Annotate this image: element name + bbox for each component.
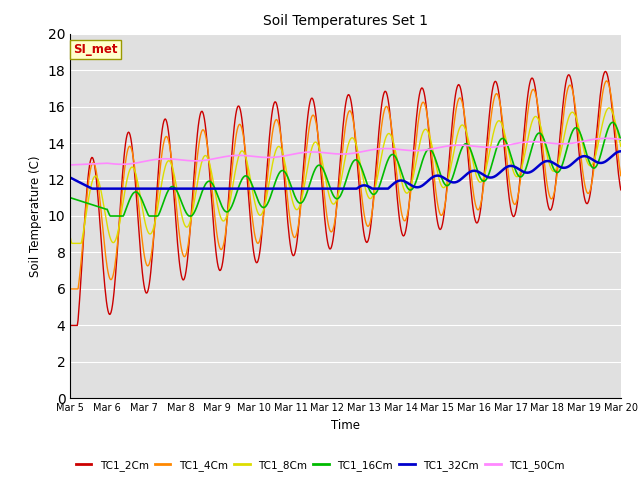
Legend: TC1_2Cm, TC1_4Cm, TC1_8Cm, TC1_16Cm, TC1_32Cm, TC1_50Cm: TC1_2Cm, TC1_4Cm, TC1_8Cm, TC1_16Cm, TC1… — [72, 456, 568, 475]
Title: Soil Temperatures Set 1: Soil Temperatures Set 1 — [263, 14, 428, 28]
Text: SI_met: SI_met — [73, 43, 118, 56]
X-axis label: Time: Time — [331, 419, 360, 432]
Y-axis label: Soil Temperature (C): Soil Temperature (C) — [29, 155, 42, 277]
